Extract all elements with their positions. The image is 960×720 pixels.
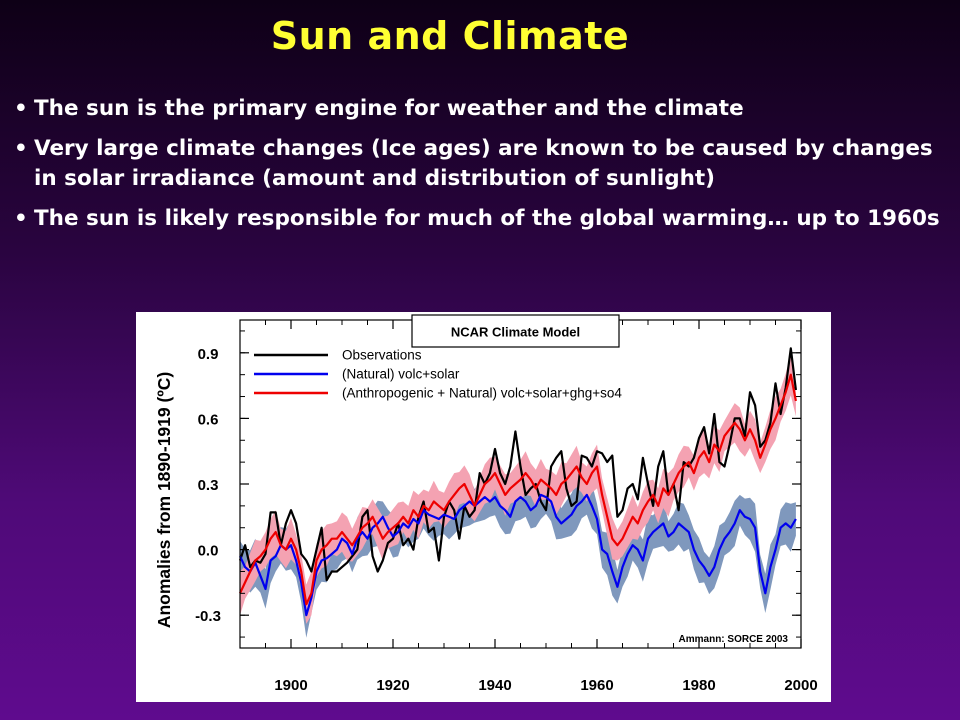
x-tick-label: 1900 (274, 677, 307, 694)
credit-label: Ammann: SORCE 2003 (679, 634, 789, 645)
bullet-text: The sun is the primary engine for weathe… (34, 96, 744, 121)
y-axis-label: Anomalies from 1890-1919 (ºC) (154, 372, 174, 628)
y-tick-label: 0.6 (198, 411, 219, 428)
bullet-item: • Very large climate changes (Ice ages) … (12, 134, 942, 194)
chart-title-box (411, 314, 620, 348)
y-tick-label: 0.9 (198, 346, 219, 363)
model-spread-band (240, 353, 796, 624)
legend-label: Observations (342, 348, 422, 363)
x-tick-label: 1940 (478, 677, 511, 694)
series-line (238, 347, 797, 582)
x-tick-label: 2000 (784, 677, 817, 694)
bullet-text: Very large climate changes (Ice ages) ar… (34, 136, 933, 191)
bullet-item: • The sun is likely responsible for much… (12, 204, 942, 234)
y-tick-label: 0.3 (198, 477, 219, 494)
bullet-item: • The sun is the primary engine for weat… (12, 94, 942, 124)
chart-title: NCAR Climate Model (451, 325, 580, 340)
climate-chart-figure: -0.3 0.0 0.3 0.6 0.9 1900 1920 1940 1960 1980 2000… (136, 312, 831, 702)
series-line (239, 373, 797, 606)
bullet-list: • The sun is the primary engine for weat… (12, 94, 942, 244)
bullet-dot-icon: • (14, 206, 28, 231)
legend-label: (Anthropogenic + Natural) volc+solar+ghg… (342, 386, 622, 401)
bullet-text: The sun is likely responsible for much o… (34, 206, 940, 231)
legend-label: (Natural) volc+solar (342, 367, 460, 382)
y-tick-label: -0.3 (195, 608, 221, 625)
bullet-dot-icon: • (14, 136, 28, 161)
bullet-dot-icon: • (14, 96, 28, 121)
x-tick-label: 1980 (682, 677, 715, 694)
y-tick-label: 0.0 (198, 543, 219, 560)
slide-title: Sun and Climate (270, 14, 630, 58)
series-line (239, 493, 797, 617)
climate-chart: -0.3 0.0 0.3 0.6 0.9 1900 1920 1940 1960 1980 2000… (154, 314, 818, 694)
x-tick-label: 1920 (376, 677, 409, 694)
x-tick-label: 1960 (580, 677, 613, 694)
